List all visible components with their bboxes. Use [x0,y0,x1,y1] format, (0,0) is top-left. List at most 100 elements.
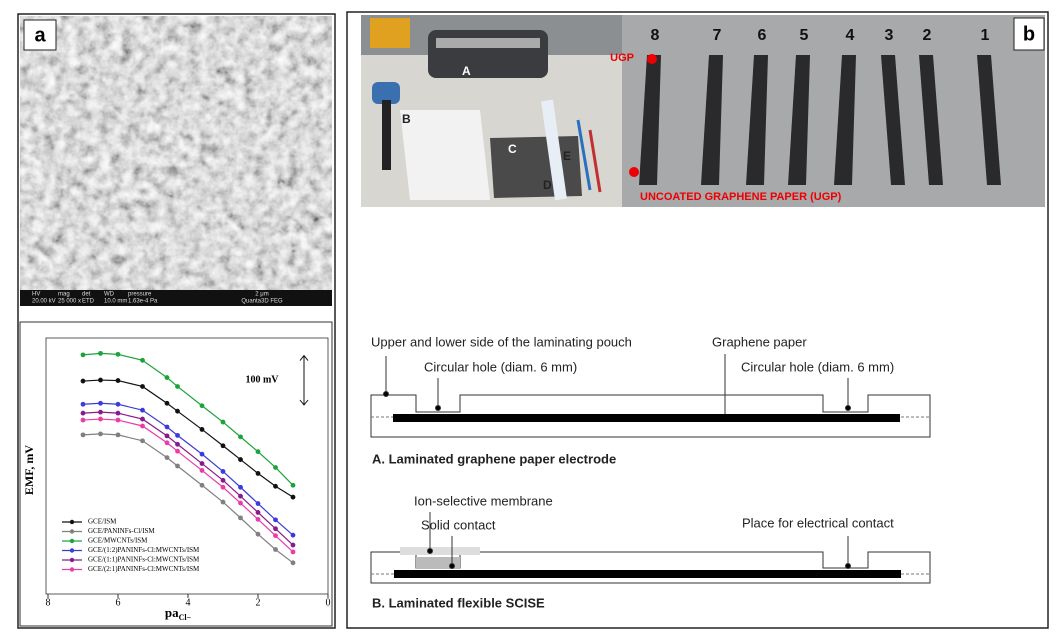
data-point [238,484,243,490]
data-point [80,410,86,416]
strip-number: 4 [846,27,855,44]
data-point [255,471,261,476]
data-point [220,477,226,483]
diagram-label: Place for electrical contact [742,515,894,530]
data-point [115,378,121,383]
photo-caption: UNCOATED GRAPHENE PAPER (UGP) [640,191,842,203]
x-axis-label-main: pa [165,605,179,620]
photo-lab [361,15,622,207]
data-point [164,375,170,380]
data-point [273,465,278,470]
diagram-label: Upper and lower side of the laminating p… [371,334,632,349]
graphene-strip [977,55,1001,185]
data-point [98,350,103,356]
data-point [98,400,103,406]
sem-info-text: det [82,292,91,298]
data-point [115,417,121,423]
data-point [290,542,296,548]
data-point [255,449,261,455]
x-tick-label: 6 [116,597,121,608]
strip-number: 6 [758,27,767,44]
graphene-strip [701,55,723,185]
legend-marker [69,548,75,553]
plot-frame [45,337,329,595]
data-point [140,416,145,422]
data-point [98,431,103,437]
data-point [255,510,261,515]
sem-info-text: Quanta3D FEG [241,299,283,305]
item-label: B [402,112,411,126]
data-point [273,533,278,539]
sem-info-text: 2 μm [255,292,268,298]
sem-image [20,16,332,306]
sem-info-text: ETD [82,299,95,305]
data-point [290,549,296,555]
data-point [175,408,180,414]
diagram-label: Circular hole (diam. 6 mm) [424,359,577,374]
data-point [98,377,103,383]
y-axis-label: EMF, mV [22,445,36,496]
chart-frame [19,321,333,627]
legend-entry: GCE/(1:1)PANINFs-Cl:MWCNTs/ISM [88,556,200,564]
legend-marker [69,567,75,572]
data-point [80,352,86,358]
data-point [199,451,205,457]
ugp-label: UGP [610,52,634,64]
ugp-dot [629,167,639,177]
graphene-strip [746,55,768,185]
legend-marker [69,538,75,544]
item-label: A [462,64,471,78]
data-point [238,434,243,440]
data-point [115,351,121,357]
x-tick-label: 0 [326,597,331,608]
panel-label: b [1023,23,1035,45]
data-point [255,531,261,537]
data-point [290,560,296,566]
sem-info-text: mag [58,292,70,298]
data-point [98,409,103,415]
legend-entry: GCE/PANINFs-Cl/ISM [88,527,155,535]
sem-info-text: WD [104,292,115,298]
data-point [273,526,278,532]
data-point [140,384,145,389]
panel-label: a [34,24,46,46]
legend-marker [69,557,75,563]
data-point [98,416,103,422]
diagram-title: B. Laminated flexible SCISE [372,595,545,610]
series-line [82,379,294,498]
data-point [220,484,226,490]
data-point [255,516,261,522]
series-line [82,402,294,536]
scale-arrow [299,354,309,406]
data-point [199,461,205,466]
graphene-strip [919,55,943,185]
data-point [238,515,243,521]
data-point [140,407,145,413]
legend-marker [69,519,75,525]
data-point [199,427,205,432]
data-point [199,403,205,409]
data-point [175,432,180,438]
strip-number: 8 [651,27,660,44]
data-point [115,401,121,407]
data-point [238,493,243,499]
data-point [175,441,180,447]
legend-entry: GCE/ISM [88,518,117,526]
x-axis-label: paCl− [165,605,192,622]
data-point [238,500,243,506]
legend-entry: GCE/(2:1)PANINFs-Cl:MWCNTs/ISM [88,565,200,573]
legend-marker [69,529,75,534]
x-axis-label-sub: Cl− [179,613,192,622]
sem-info-text: HV [32,292,40,298]
panel-frame [346,11,1049,629]
scale-label: 100 mV [245,375,279,386]
sem-info-text: 20.00 kV [32,299,56,305]
series-line [82,433,294,564]
strip-number: 2 [923,27,932,44]
item-label: D [543,178,552,192]
data-point [164,400,170,406]
data-point [199,482,205,488]
data-point [220,443,226,449]
data-point [175,448,180,454]
